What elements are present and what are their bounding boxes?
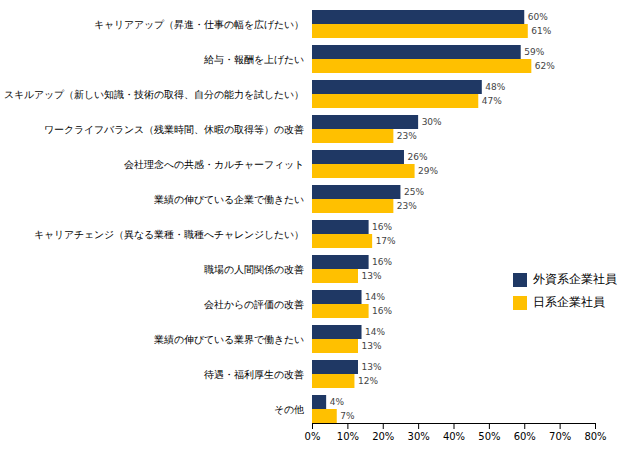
svg-text:会社理念への共感・カルチャーフィット: 会社理念への共感・カルチャーフィット xyxy=(124,159,304,170)
svg-text:50%: 50% xyxy=(478,431,500,442)
svg-text:60%: 60% xyxy=(514,431,536,442)
svg-text:62%: 62% xyxy=(535,61,555,71)
svg-text:13%: 13% xyxy=(361,271,381,281)
svg-text:12%: 12% xyxy=(358,376,378,386)
html-text:外資系企業社員: 外資系企業社員 xyxy=(533,272,617,286)
svg-text:61%: 61% xyxy=(531,26,551,36)
svg-text:業績の伸びている企業で働きたい: 業績の伸びている企業で働きたい xyxy=(154,194,304,205)
svg-text:23%: 23% xyxy=(397,201,417,211)
svg-text:16%: 16% xyxy=(372,306,392,316)
svg-text:40%: 40% xyxy=(443,431,465,442)
svg-text:14%: 14% xyxy=(365,292,385,302)
svg-text:29%: 29% xyxy=(418,166,438,176)
svg-text:59%: 59% xyxy=(524,47,544,57)
svg-text:26%: 26% xyxy=(407,152,427,162)
svg-text:80%: 80% xyxy=(584,431,606,442)
svg-text:7%: 7% xyxy=(340,411,355,421)
svg-text:30%: 30% xyxy=(408,431,430,442)
svg-text:給与・報酬を上げたい: 給与・報酬を上げたい xyxy=(203,54,304,65)
svg-text:その他: その他 xyxy=(274,404,304,415)
svg-text:10%: 10% xyxy=(337,431,359,442)
svg-text:16%: 16% xyxy=(372,257,392,267)
svg-text:70%: 70% xyxy=(549,431,571,442)
svg-text:25%: 25% xyxy=(404,187,424,197)
svg-text:業績の伸びている業界で働きたい: 業績の伸びている業界で働きたい xyxy=(154,334,304,345)
svg-text:47%: 47% xyxy=(482,96,502,106)
svg-text:スキルアップ（新しい知識・技術の取得、自分の能力を試したい）: スキルアップ（新しい知識・技術の取得、自分の能力を試したい） xyxy=(4,89,304,100)
svg-text:20%: 20% xyxy=(372,431,394,442)
svg-text:13%: 13% xyxy=(361,341,381,351)
svg-text:30%: 30% xyxy=(422,117,442,127)
svg-text:23%: 23% xyxy=(397,131,417,141)
svg-text:4%: 4% xyxy=(330,397,345,407)
svg-text:13%: 13% xyxy=(361,362,381,372)
svg-text:キャリアアップ（昇進・仕事の幅を広げたい）: キャリアアップ（昇進・仕事の幅を広げたい） xyxy=(94,19,304,30)
svg-text:14%: 14% xyxy=(365,327,385,337)
html-text:日系企業社員: 日系企業社員 xyxy=(533,295,605,309)
svg-text:職場の人間関係の改善: 職場の人間関係の改善 xyxy=(204,264,304,275)
svg-text:60%: 60% xyxy=(528,12,548,22)
svg-text:48%: 48% xyxy=(485,82,505,92)
svg-text:会社からの評価の改善: 会社からの評価の改善 xyxy=(204,299,304,310)
svg-text:16%: 16% xyxy=(372,222,392,232)
svg-text:キャリアチェンジ（異なる業種・職種へチャレンジしたい）: キャリアチェンジ（異なる業種・職種へチャレンジしたい） xyxy=(34,229,304,240)
svg-text:待遇・福利厚生の改善: 待遇・福利厚生の改善 xyxy=(204,369,304,380)
svg-text:ワークライフバランス（残業時間、休暇の取得等）の改善: ワークライフバランス（残業時間、休暇の取得等）の改善 xyxy=(44,124,304,135)
svg-text:0%: 0% xyxy=(305,431,321,442)
svg-text:17%: 17% xyxy=(376,236,396,246)
